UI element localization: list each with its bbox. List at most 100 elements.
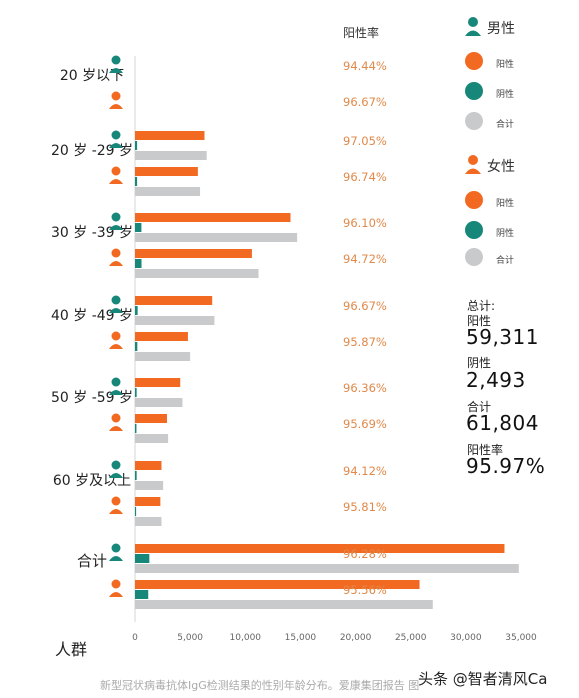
positive-bar xyxy=(135,414,167,423)
figure-caption: 新型冠状病毒抗体IgG检测结果的性别年龄分布。爱康集团报告 图 xyxy=(100,679,420,692)
positive-rate-label: 94.12% xyxy=(343,464,387,478)
total-bar xyxy=(135,481,164,490)
totals-rate-value: 95.97% xyxy=(466,454,546,478)
negative-bar xyxy=(135,507,137,516)
totals-total-label: 合计 xyxy=(467,400,492,414)
totals-rate-label: 阳性率 xyxy=(467,443,504,457)
total-bar xyxy=(135,434,169,443)
negative-bar xyxy=(135,424,137,433)
positive-bar xyxy=(135,213,291,222)
positive-rate-label: 96.67% xyxy=(343,95,387,109)
total-bar xyxy=(135,352,191,361)
positive-rate-label: 97.05% xyxy=(343,134,387,148)
positive-bar xyxy=(135,131,205,140)
positive-rate-label: 95.81% xyxy=(343,500,387,514)
total-bar xyxy=(135,564,519,573)
x-tick-label: 5,000 xyxy=(177,633,203,643)
female-person-icon xyxy=(109,248,123,266)
positive-rate-label: 96.10% xyxy=(343,216,387,230)
positive-rate-label: 96.36% xyxy=(343,381,387,395)
legend-male-positive: 阳性 xyxy=(496,60,515,70)
negative-bar xyxy=(135,259,142,268)
female-person-icon xyxy=(109,579,123,597)
legend-negative-dot xyxy=(465,221,483,239)
group-label: 20 岁以下 xyxy=(60,68,124,84)
legend-male-negative: 阴性 xyxy=(496,90,515,100)
legend-total-dot xyxy=(465,248,483,266)
totals-total-value: 61,804 xyxy=(466,411,539,435)
negative-bar xyxy=(135,141,138,150)
male-person-icon xyxy=(109,460,123,478)
positive-rate-label: 94.44% xyxy=(343,59,387,73)
total-bar xyxy=(135,600,433,609)
negative-bar xyxy=(135,471,137,480)
negative-bar xyxy=(135,388,137,397)
female-person-icon xyxy=(465,155,481,174)
total-bar xyxy=(135,316,215,325)
x-tick-label: 10,000 xyxy=(230,633,262,643)
positive-bar xyxy=(135,461,162,470)
positive-rate-label: 95.69% xyxy=(343,417,387,431)
negative-bar xyxy=(135,554,150,563)
total-bar xyxy=(135,187,201,196)
positive-rate-label: 96.28% xyxy=(343,547,387,561)
group-label: 合计 xyxy=(77,552,107,570)
male-person-icon xyxy=(109,377,123,395)
legend-female-positive: 阳性 xyxy=(496,199,515,209)
positive-bar xyxy=(135,580,420,589)
totals-positive-value: 59,311 xyxy=(466,325,539,349)
negative-bar xyxy=(135,177,138,186)
positive-rate-label: 94.72% xyxy=(343,252,387,266)
positive-rate-label: 95.87% xyxy=(343,335,387,349)
negative-bar xyxy=(135,223,142,232)
legend-female-title: 女性 xyxy=(487,159,515,175)
legend-total-dot xyxy=(465,112,483,130)
totals-negative-label: 阴性 xyxy=(467,356,492,370)
legend-negative-dot xyxy=(465,82,483,100)
male-person-icon xyxy=(109,295,123,313)
totals-negative-value: 2,493 xyxy=(466,368,526,392)
positive-rate-label: 96.74% xyxy=(343,170,387,184)
female-person-icon xyxy=(109,413,123,431)
watermark: 头条 @智者清风Ca xyxy=(418,670,548,688)
totals-positive-label: 阳性 xyxy=(467,314,492,328)
positive-bar xyxy=(135,378,181,387)
total-bar xyxy=(135,151,207,160)
positive-bar xyxy=(135,332,188,341)
legend-positive-dot xyxy=(465,191,483,209)
positive-bar xyxy=(135,249,252,258)
x-tick-label: 20,000 xyxy=(340,633,372,643)
male-person-icon xyxy=(109,130,123,148)
legend-male-total: 合计 xyxy=(496,120,515,130)
rate-column-header: 阳性率 xyxy=(343,26,380,40)
positive-bar xyxy=(135,296,213,305)
negative-bar xyxy=(135,342,138,351)
legend-male-title: 男性 xyxy=(487,21,515,37)
total-bar xyxy=(135,233,298,242)
male-person-icon xyxy=(109,543,123,561)
negative-bar xyxy=(135,306,138,315)
positive-rate-label: 96.67% xyxy=(343,299,387,313)
legend-female-negative: 阴性 xyxy=(496,229,515,239)
legend-positive-dot xyxy=(465,52,483,70)
totals-heading: 总计: xyxy=(467,299,496,313)
x-tick-label: 15,000 xyxy=(285,633,317,643)
positive-rate-label: 95.56% xyxy=(343,583,387,597)
total-bar xyxy=(135,269,259,278)
negative-bar xyxy=(135,590,149,599)
legend-female-total: 合计 xyxy=(496,256,515,266)
x-tick-label: 25,000 xyxy=(395,633,427,643)
male-person-icon xyxy=(465,17,481,36)
x-tick-label: 0 xyxy=(132,633,138,643)
positive-bar xyxy=(135,544,505,553)
positive-bar xyxy=(135,167,198,176)
female-person-icon xyxy=(109,166,123,184)
x-tick-label: 30,000 xyxy=(450,633,482,643)
male-person-icon xyxy=(109,212,123,230)
total-bar xyxy=(135,398,183,407)
total-bar xyxy=(135,517,162,526)
y-axis-title: 人群 xyxy=(55,640,88,659)
positive-bar xyxy=(135,497,161,506)
female-person-icon xyxy=(109,496,123,514)
